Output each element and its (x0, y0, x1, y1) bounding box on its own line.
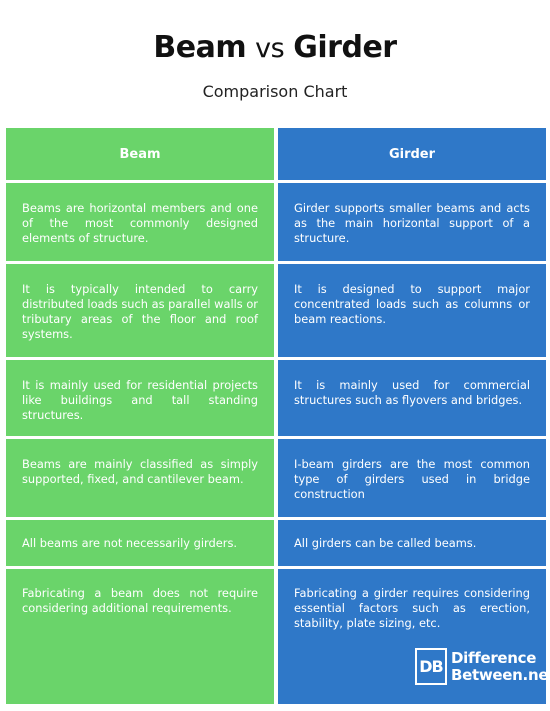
girder-row-4: I-beam girders are the most common type … (278, 439, 546, 517)
beam-row-5-text: All beams are not necessarily girders. (22, 536, 238, 550)
girder-row-1: Girder supports smaller beams and acts a… (278, 183, 546, 261)
girder-row-6: Fabricating a girder requires considerin… (278, 569, 546, 704)
title-vs: vs (255, 33, 285, 64)
girder-row-1-text: Girder supports smaller beams and acts a… (294, 201, 530, 245)
logo-line-2: Between.net (451, 665, 550, 684)
beam-row-4: Beams are mainly classified as simply su… (6, 439, 274, 517)
logo-mark: DB (419, 657, 444, 676)
beam-row-3-text: It is mainly used for residential projec… (22, 378, 258, 422)
beam-row-2-text: It is typically intended to carry distri… (22, 282, 258, 341)
beam-row-6-text: Fabricating a beam does not require cons… (22, 586, 258, 615)
girder-row-3-text: It is mainly used for commercial structu… (294, 378, 530, 407)
title-girder: Girder (293, 30, 397, 65)
girder-row-5-text: All girders can be called beams. (294, 536, 477, 550)
page-title: Beam vs Girder (0, 30, 550, 65)
logo-text: Difference Between.net (451, 648, 550, 684)
beam-row-1: Beams are horizontal members and one of … (6, 183, 274, 261)
logo-line-1: Difference (451, 648, 537, 667)
girder-row-2-text: It is designed to support major concentr… (294, 282, 530, 326)
db-logo-icon: DB (415, 648, 447, 685)
page-subtitle: Comparison Chart (202, 82, 348, 101)
beam-row-3: It is mainly used for residential projec… (6, 360, 274, 436)
beam-header: Beam (6, 128, 274, 180)
title-beam: Beam (153, 30, 247, 65)
difference-between-logo: DB Difference Between.net (415, 648, 550, 685)
girder-row-2: It is designed to support major concentr… (278, 264, 546, 357)
girder-header-label: Girder (388, 146, 436, 162)
beam-header-label: Beam (119, 146, 161, 162)
beam-row-5: All beams are not necessarily girders. (6, 520, 274, 566)
beam-row-6: Fabricating a beam does not require cons… (6, 569, 274, 704)
beam-row-2: It is typically intended to carry distri… (6, 264, 274, 357)
beam-row-1-text: Beams are horizontal members and one of … (22, 201, 258, 245)
girder-row-5: All girders can be called beams. (278, 520, 546, 566)
girder-row-6-text: Fabricating a girder requires considerin… (294, 586, 530, 630)
girder-header: Girder (278, 128, 546, 180)
girder-row-3: It is mainly used for commercial structu… (278, 360, 546, 436)
beam-row-4-text: Beams are mainly classified as simply su… (22, 457, 258, 486)
girder-row-4-text: I-beam girders are the most common type … (294, 457, 530, 501)
